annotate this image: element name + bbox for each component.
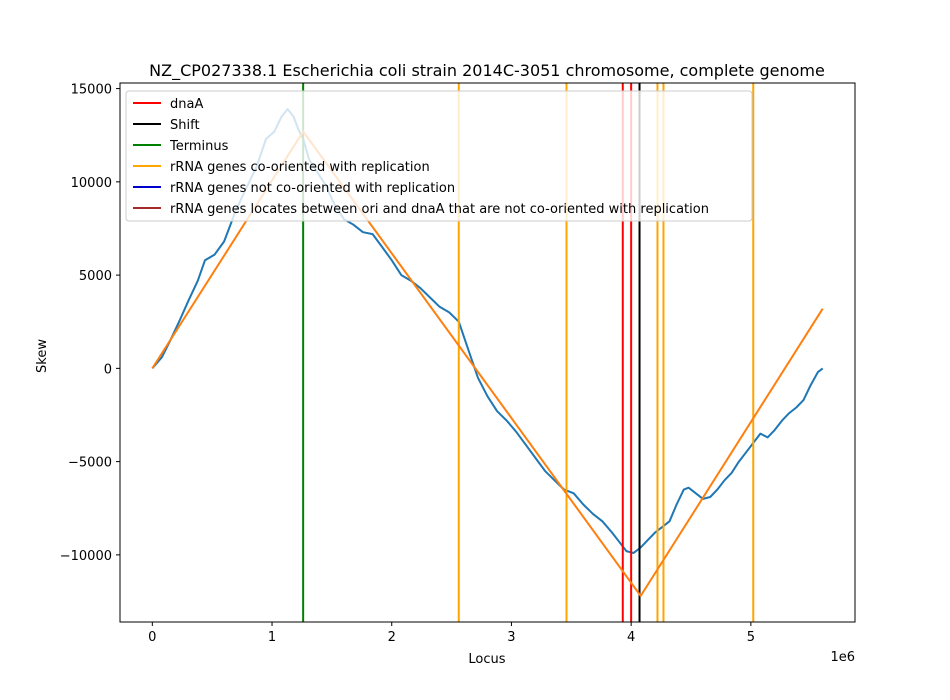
y-axis-ticks: −10000 −5000 0 5000 10000 15000: [60, 83, 120, 564]
y-tick-label: −10000: [60, 549, 112, 564]
legend-label: Shift: [170, 118, 200, 133]
y-tick-label: 15000: [71, 83, 112, 98]
x-axis-label: Locus: [468, 652, 505, 667]
fit-series-line: [151, 130, 824, 597]
x-tick-label: 1: [268, 630, 276, 645]
legend-label: Terminus: [169, 139, 229, 154]
legend-label: rRNA genes not co-oriented with replicat…: [170, 181, 455, 196]
y-tick-label: 5000: [79, 269, 112, 284]
chart-title: NZ_CP027338.1 Escherichia coli strain 20…: [149, 61, 825, 81]
x-tick-label: 3: [507, 630, 515, 645]
legend: dnaA Shift Terminus rRNA genes co-oriented …: [125, 90, 753, 222]
y-tick-label: −5000: [68, 456, 112, 471]
axes-frame: [119, 82, 856, 623]
y-tick-label: 0: [104, 362, 112, 377]
x-tick-label: 0: [148, 630, 156, 645]
x-tick-label: 5: [747, 630, 755, 645]
x-axis-offset-label: 1e6: [830, 650, 855, 665]
y-axis-label: Skew: [35, 339, 50, 373]
x-axis-ticks: 0 1 2 3 4 5: [148, 622, 755, 645]
y-tick-label: 10000: [71, 176, 112, 191]
x-tick-label: 2: [388, 630, 396, 645]
legend-box: [125, 90, 753, 222]
legend-label: dnaA: [170, 97, 203, 112]
legend-label: rRNA genes co-oriented with replication: [170, 160, 430, 175]
legend-label: rRNA genes locates between ori and dnaA …: [170, 202, 709, 217]
x-tick-label: 4: [627, 630, 635, 645]
